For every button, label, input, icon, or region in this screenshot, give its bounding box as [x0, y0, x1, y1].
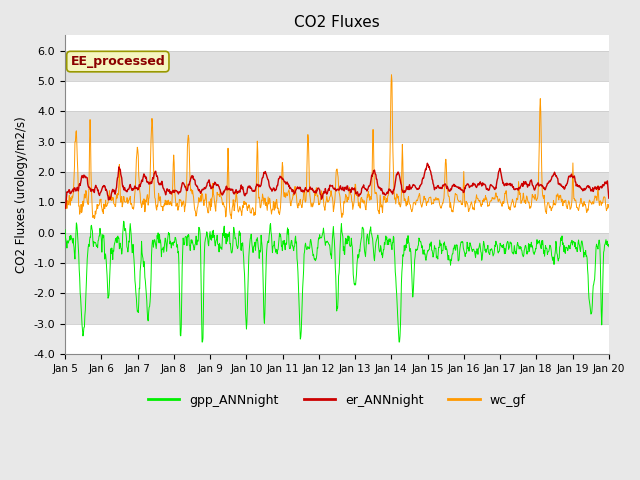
Bar	[65, 50, 609, 81]
Legend: gpp_ANNnight, er_ANNnight, wc_gf: gpp_ANNnight, er_ANNnight, wc_gf	[143, 389, 531, 412]
Y-axis label: CO2 Fluxes (urology/m2/s): CO2 Fluxes (urology/m2/s)	[15, 116, 28, 273]
Text: EE_processed: EE_processed	[70, 55, 165, 68]
Bar	[65, 293, 609, 324]
Bar	[65, 233, 609, 263]
Bar	[65, 172, 609, 203]
Title: CO2 Fluxes: CO2 Fluxes	[294, 15, 380, 30]
Bar	[65, 111, 609, 142]
